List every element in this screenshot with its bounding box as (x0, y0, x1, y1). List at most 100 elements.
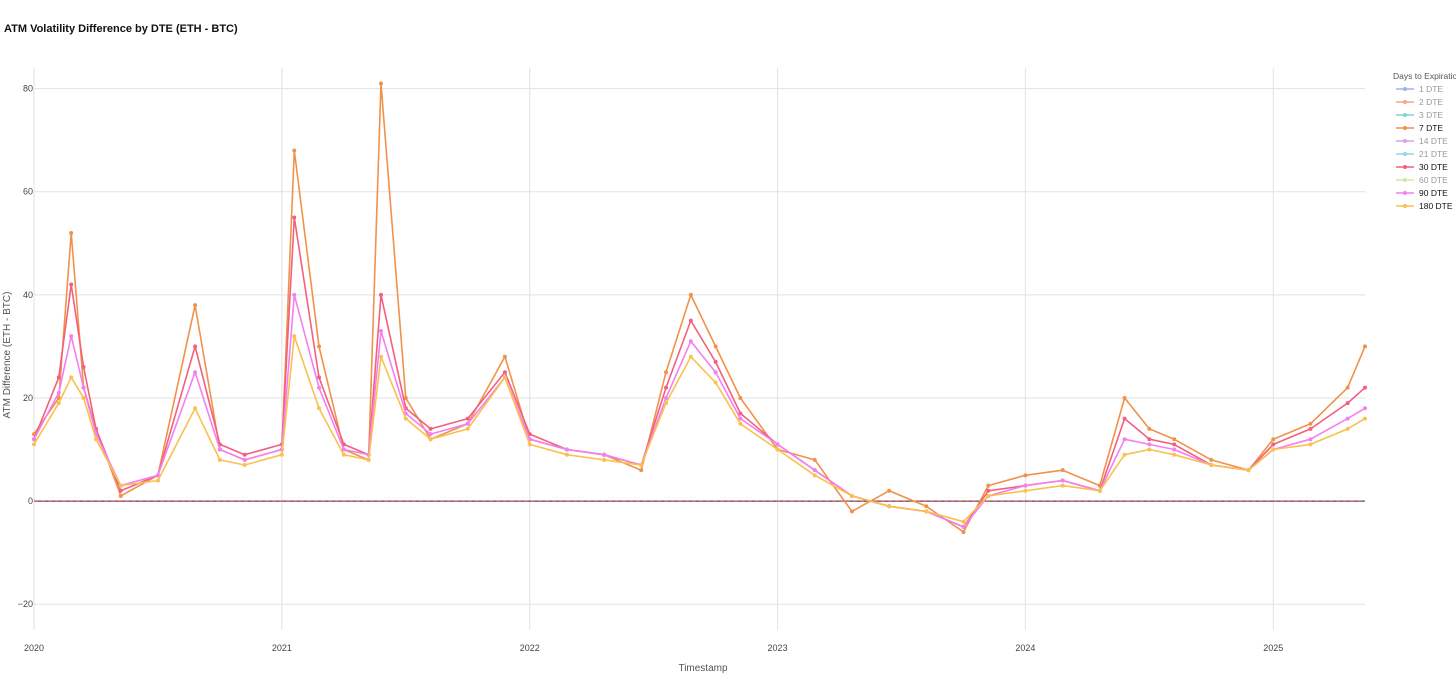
legend-label: 180 DTE (1419, 201, 1453, 211)
data-point (1172, 442, 1177, 447)
data-point (193, 303, 198, 308)
legend-label: 60 DTE (1419, 175, 1448, 185)
data-point (1271, 447, 1276, 452)
legend-item[interactable]: 1 DTE (1396, 84, 1443, 94)
data-point (1308, 437, 1313, 442)
data-point (1209, 457, 1214, 462)
series-30-dte (32, 215, 1367, 529)
data-point (465, 421, 470, 426)
data-point (56, 390, 61, 395)
data-point (403, 416, 408, 421)
data-point (664, 385, 669, 390)
data-point (1345, 426, 1350, 431)
data-point (1345, 401, 1350, 406)
data-point (1308, 442, 1313, 447)
data-point (379, 81, 384, 86)
data-point (428, 437, 433, 442)
data-point (639, 468, 644, 473)
data-point (292, 215, 297, 220)
data-point (118, 488, 123, 493)
legend-item[interactable]: 7 DTE (1396, 123, 1443, 133)
data-point (527, 442, 532, 447)
data-point (1060, 478, 1065, 483)
legend-label: 21 DTE (1419, 149, 1448, 159)
data-point (242, 463, 247, 468)
y-tick-label: 40 (23, 290, 33, 300)
data-point (1271, 442, 1276, 447)
data-point (317, 406, 322, 411)
data-point (1060, 468, 1065, 473)
data-point (56, 395, 61, 400)
y-tick-label: 60 (23, 187, 33, 197)
data-point (664, 401, 669, 406)
legend-item[interactable]: 60 DTE (1396, 175, 1448, 185)
data-point (738, 395, 743, 400)
data-point (924, 504, 929, 509)
data-point (986, 493, 991, 498)
data-point (1363, 416, 1367, 421)
legend-marker (1403, 100, 1407, 104)
series-line (33, 335, 1366, 523)
chart-title: ATM Volatility Difference by DTE (ETH - … (4, 23, 238, 35)
x-tick-label: 2024 (1015, 643, 1035, 653)
data-point (1147, 447, 1152, 452)
data-point (602, 457, 607, 462)
legend-item[interactable]: 2 DTE (1396, 97, 1443, 107)
data-point (961, 530, 966, 535)
data-point (193, 406, 198, 411)
data-point (713, 370, 718, 375)
data-point (32, 437, 36, 442)
legend-label: 3 DTE (1419, 110, 1443, 120)
legend-label: 90 DTE (1419, 188, 1448, 198)
data-point (56, 401, 61, 406)
data-point (986, 488, 991, 493)
legend-item[interactable]: 180 DTE (1396, 201, 1453, 211)
series-line (33, 216, 1366, 528)
data-point (812, 457, 817, 462)
data-point (118, 483, 123, 488)
grid (33, 68, 1365, 630)
data-point (341, 452, 346, 457)
legend-item[interactable]: 3 DTE (1396, 110, 1443, 120)
y-tick-label: 0 (28, 496, 33, 506)
series-lines (32, 81, 1367, 535)
legend-marker (1403, 126, 1407, 130)
legend-title: Days to Expiration (1393, 71, 1456, 81)
data-point (81, 385, 86, 390)
data-point (812, 473, 817, 478)
data-point (738, 421, 743, 426)
data-point (688, 354, 693, 359)
data-point (69, 282, 74, 287)
data-point (1363, 344, 1367, 349)
data-point (688, 339, 693, 344)
data-point (1023, 473, 1028, 478)
data-point (379, 328, 384, 333)
data-point (564, 447, 569, 452)
x-axis-label: Timestamp (678, 663, 728, 674)
legend: Days to Expiration 1 DTE 2 DTE 3 DTE 7 DTE 1… (1393, 71, 1456, 211)
data-point (1147, 442, 1152, 447)
legend-item[interactable]: 14 DTE (1396, 136, 1448, 146)
data-point (465, 416, 470, 421)
data-point (688, 292, 693, 297)
legend-item[interactable]: 21 DTE (1396, 149, 1448, 159)
data-point (1345, 385, 1350, 390)
data-point (502, 354, 507, 359)
x-tick-label: 2025 (1263, 643, 1283, 653)
data-point (292, 292, 297, 297)
legend-item[interactable]: 90 DTE (1396, 188, 1448, 198)
series-7-dte (32, 81, 1367, 535)
legend-marker (1403, 113, 1407, 117)
data-point (602, 452, 607, 457)
data-point (887, 504, 892, 509)
legend-item[interactable]: 30 DTE (1396, 162, 1448, 172)
series-90-dte (32, 292, 1367, 529)
data-point (849, 493, 854, 498)
data-point (217, 447, 222, 452)
legend-marker (1403, 152, 1407, 156)
x-tick-label: 2021 (272, 643, 292, 653)
data-point (688, 318, 693, 323)
data-point (664, 395, 669, 400)
